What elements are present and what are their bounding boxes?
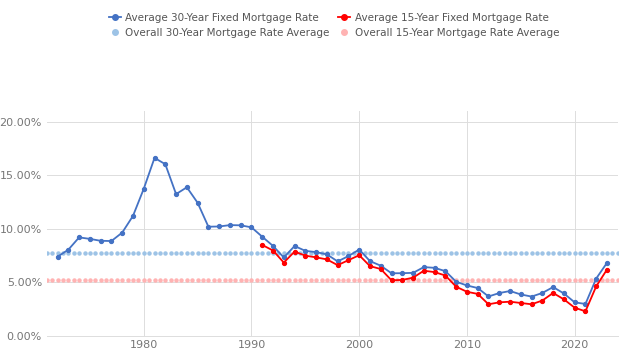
- Legend: Average 30-Year Fixed Mortgage Rate, Overall 30-Year Mortgage Rate Average, Aver: Average 30-Year Fixed Mortgage Rate, Ove…: [104, 9, 563, 42]
